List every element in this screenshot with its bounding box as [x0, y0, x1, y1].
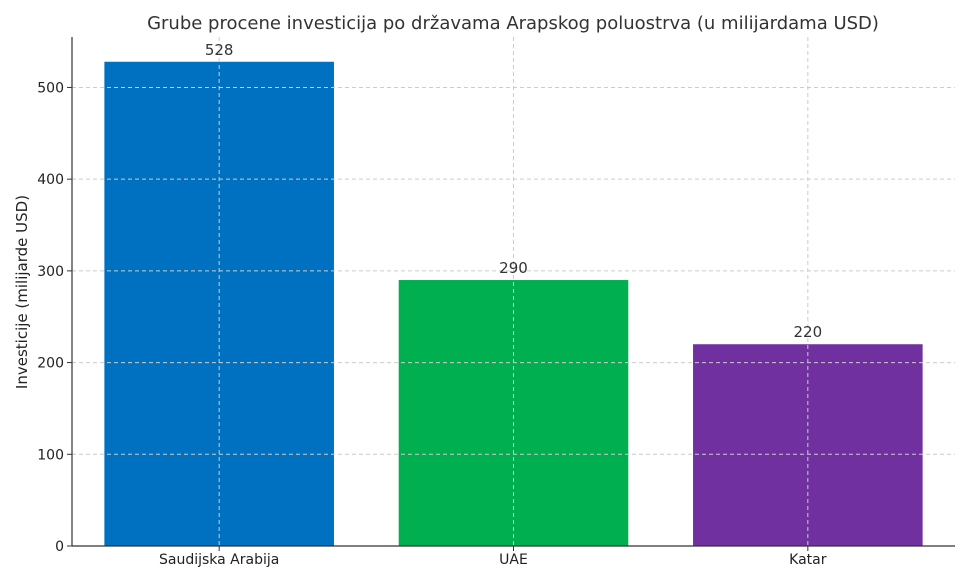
- value-label-0: 528: [205, 41, 234, 59]
- y-tick-label-1: 100: [37, 447, 64, 463]
- y-tick-label-4: 400: [37, 172, 64, 188]
- x-tick-label-0: Saudijska Arabija: [159, 552, 279, 568]
- value-label-1: 290: [499, 259, 528, 277]
- y-tick-label-2: 200: [37, 356, 64, 372]
- x-tick-label-1: UAE: [499, 552, 528, 568]
- axes: [67, 37, 955, 551]
- labels: 0 100 200 300 400 500 Saudijska Arabija 528 UAE 2…: [37, 41, 826, 568]
- chart-title: Grube procene investicija po državama Ar…: [147, 13, 879, 34]
- y-axis-title: Investicije (milijarde USD): [13, 195, 31, 389]
- value-label-2: 220: [794, 323, 823, 341]
- y-tick-label-0: 0: [55, 539, 64, 555]
- x-tick-label-2: Katar: [789, 552, 827, 568]
- grid: [72, 37, 955, 546]
- y-tick-label-5: 500: [37, 80, 64, 96]
- y-tick-label-3: 300: [37, 264, 64, 280]
